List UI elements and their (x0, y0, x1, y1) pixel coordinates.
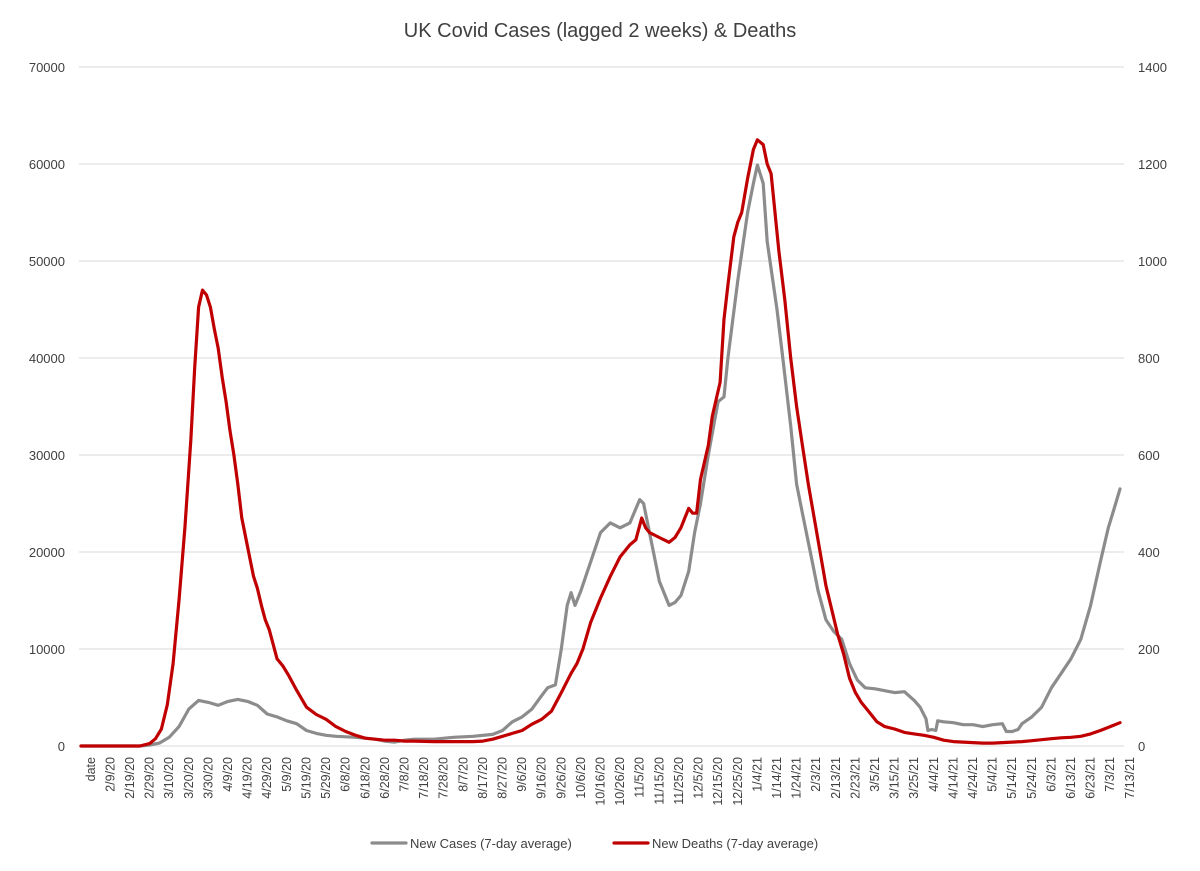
legend: New Cases (7-day average) New Deaths (7-d… (370, 836, 818, 851)
x-tick-label: 4/9/20 (221, 757, 235, 792)
x-tick-label: 2/9/20 (103, 757, 117, 792)
x-tick-label: 7/28/20 (437, 757, 451, 799)
x-tick-label: 5/29/20 (319, 757, 333, 799)
x-tick-label: 4/29/20 (260, 757, 274, 799)
x-tick-label: 2/23/21 (848, 757, 862, 799)
x-tick-label: 4/24/21 (966, 757, 980, 799)
legend-item-deaths-label: New Deaths (7-day average) (652, 836, 818, 851)
y-right-tick-label: 1200 (1138, 157, 1167, 172)
x-tick-label: 6/28/20 (378, 757, 392, 799)
x-tick-label: 9/6/20 (515, 757, 529, 792)
y-right-tick-label: 1400 (1138, 60, 1167, 75)
x-tick-label: 6/3/21 (1044, 757, 1058, 792)
x-tick-label: 3/20/20 (182, 757, 196, 799)
x-tick-label: 6/13/21 (1064, 757, 1078, 799)
x-axis: date 2/9/20 2/19/20 2/29/20 3/10/20 3/20/20 3/… (84, 757, 1137, 806)
gridlines (79, 66, 1124, 747)
x-tick-label: 9/16/20 (535, 757, 549, 799)
y-right-tick-label: 400 (1138, 545, 1160, 560)
y-left-tick-label: 30000 (29, 448, 65, 463)
y-left-tick-label: 40000 (29, 351, 65, 366)
y-axis-right: 0 200 400 600 800 1000 1200 1400 (1138, 60, 1167, 754)
y-left-tick-label: 20000 (29, 545, 65, 560)
y-left-tick-label: 60000 (29, 157, 65, 172)
x-tick-label: 3/10/20 (162, 757, 176, 799)
x-tick-label: 2/29/20 (143, 757, 157, 799)
x-tick-label: 6/8/20 (339, 757, 353, 792)
x-tick-label: 2/3/21 (809, 757, 823, 792)
x-tick-label: 7/13/21 (1123, 757, 1137, 799)
x-tick-label: 10/16/20 (594, 757, 608, 806)
x-tick-label: 10/26/20 (613, 757, 627, 806)
series-line-cases (79, 163, 1122, 748)
chart-title: UK Covid Cases (lagged 2 weeks) & Deaths (404, 20, 796, 42)
x-tick-label: 4/14/21 (946, 757, 960, 799)
x-tick-label: 3/5/21 (868, 757, 882, 792)
y-right-tick-label: 1000 (1138, 254, 1167, 269)
x-tick-label: 1/24/21 (790, 757, 804, 799)
y-right-tick-label: 0 (1138, 739, 1145, 754)
x-tick-label: date (84, 757, 98, 781)
y-left-tick-label: 0 (58, 739, 65, 754)
y-left-tick-label: 50000 (29, 254, 65, 269)
series-line-deaths (79, 138, 1122, 748)
x-tick-label: 3/25/21 (907, 757, 921, 799)
x-tick-label: 3/15/21 (888, 757, 902, 799)
x-tick-label: 11/5/20 (633, 757, 647, 798)
x-tick-label: 6/18/20 (358, 757, 372, 799)
x-tick-label: 7/8/20 (397, 757, 411, 792)
x-tick-label: 11/25/20 (672, 757, 686, 805)
x-tick-label: 2/19/20 (123, 757, 137, 799)
x-tick-label: 11/15/20 (652, 757, 666, 805)
y-right-tick-label: 600 (1138, 448, 1160, 463)
x-tick-label: 3/30/20 (201, 757, 215, 799)
x-tick-label: 5/14/21 (1005, 757, 1019, 799)
x-tick-label: 5/19/20 (299, 757, 313, 799)
x-tick-label: 9/26/20 (554, 757, 568, 799)
x-tick-label: 5/4/21 (986, 757, 1000, 792)
x-tick-label: 7/3/21 (1103, 757, 1117, 792)
x-tick-label: 2/13/21 (829, 757, 843, 799)
x-tick-label: 6/23/21 (1084, 757, 1098, 799)
y-left-tick-label: 70000 (29, 60, 65, 75)
series-lines (79, 138, 1122, 748)
y-right-tick-label: 800 (1138, 351, 1160, 366)
x-tick-label: 12/5/20 (692, 757, 706, 799)
x-tick-label: 8/7/20 (456, 757, 470, 792)
y-right-tick-label: 200 (1138, 642, 1160, 657)
x-tick-label: 10/6/20 (574, 757, 588, 799)
x-tick-label: 4/19/20 (241, 757, 255, 799)
x-tick-label: 5/9/20 (280, 757, 294, 792)
x-tick-label: 5/24/21 (1025, 757, 1039, 799)
x-tick-label: 8/27/20 (495, 757, 509, 799)
x-tick-label: 1/4/21 (750, 757, 764, 792)
x-tick-label: 8/17/20 (476, 757, 490, 799)
x-tick-label: 12/25/20 (731, 757, 745, 806)
x-tick-label: 4/4/21 (927, 757, 941, 792)
x-tick-label: 7/18/20 (417, 757, 431, 799)
legend-item-cases-label: New Cases (7-day average) (410, 836, 572, 851)
x-tick-label: 12/15/20 (711, 757, 725, 806)
y-left-tick-label: 10000 (29, 642, 65, 657)
y-axis-left: 0 10000 20000 30000 40000 50000 60000 70000 (29, 60, 65, 754)
x-tick-label: 1/14/21 (770, 757, 784, 799)
